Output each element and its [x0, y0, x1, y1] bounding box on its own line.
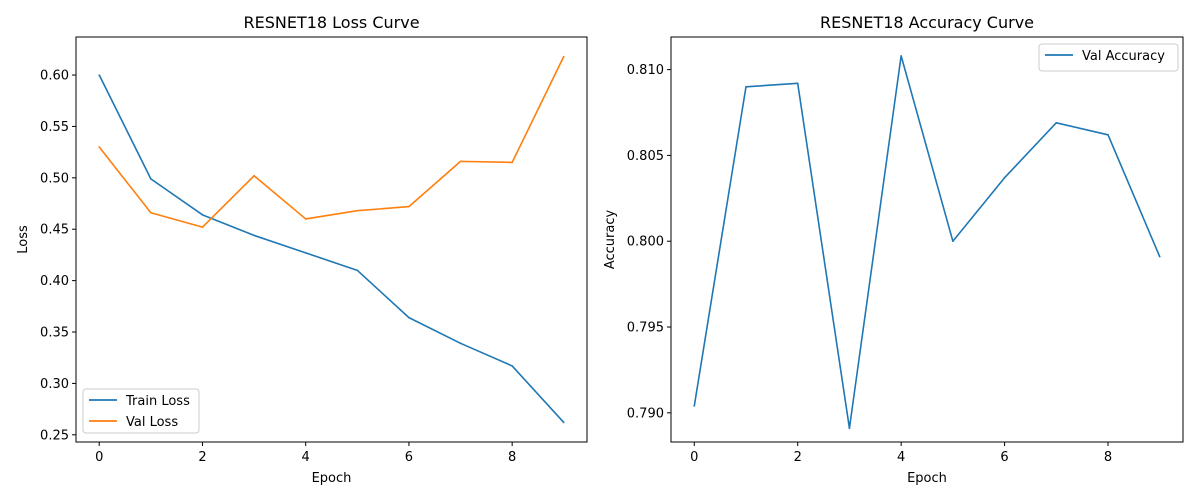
data-point — [796, 82, 799, 85]
legend: Val Accuracy — [1038, 43, 1179, 72]
data-point — [459, 160, 462, 163]
x-axis-label: Epoch — [312, 471, 352, 486]
y-axis-label: Accuracy — [603, 210, 618, 270]
y-tick-label: 0.805 — [627, 149, 664, 164]
data-point — [952, 240, 954, 243]
y-tick-label: 0.50 — [40, 171, 69, 186]
data-point — [304, 252, 307, 254]
data-point — [98, 146, 101, 148]
data-point — [253, 174, 255, 177]
data-point — [1107, 134, 1109, 136]
data-point — [98, 74, 101, 76]
y-tick-label: 0.810 — [627, 63, 664, 78]
data-point — [201, 214, 204, 216]
y-tick-label: 0.45 — [40, 223, 69, 238]
y-tick-label: 0.25 — [40, 428, 69, 443]
data-point — [408, 205, 410, 208]
y-tick-label: 0.40 — [40, 274, 69, 289]
x-tick-label: 6 — [1000, 450, 1008, 465]
data-point — [150, 178, 152, 180]
chart-title: RESNET18 Loss Curve — [243, 13, 419, 32]
legend-box — [1038, 43, 1179, 72]
x-tick-label: 6 — [405, 450, 413, 465]
legend: Train Loss Val Loss — [82, 388, 200, 434]
data-point — [253, 234, 255, 237]
legend-label: Train Loss — [125, 394, 190, 409]
y-tick-label: 0.30 — [40, 377, 69, 392]
y-tick-label: 0.35 — [40, 326, 69, 341]
data-point — [693, 405, 696, 407]
series-line-train-loss — [98, 74, 565, 424]
data-point — [356, 269, 359, 272]
data-point — [848, 427, 851, 430]
y-tick-label: 0.60 — [40, 69, 69, 84]
x-tick-label: 4 — [302, 450, 310, 465]
x-tick-label: 0 — [690, 450, 698, 465]
legend-label: Val Accuracy — [1082, 49, 1165, 64]
chart-title: RESNET18 Accuracy Curve — [820, 13, 1034, 32]
data-point — [562, 421, 565, 424]
plot-frame — [670, 36, 1184, 443]
plot-frame — [75, 36, 588, 443]
series-line-val-accuracy — [693, 55, 1161, 430]
y-tick-label: 0.55 — [40, 120, 69, 135]
data-point — [511, 365, 513, 367]
data-point — [562, 55, 565, 58]
legend-label: Val Loss — [126, 415, 178, 430]
data-point — [900, 55, 902, 57]
data-point — [1158, 255, 1161, 258]
x-tick-label: 8 — [1104, 450, 1112, 465]
series-line-val-loss — [98, 56, 565, 228]
data-point — [408, 316, 410, 319]
x-tick-label: 4 — [897, 450, 905, 465]
x-tick-label: 2 — [198, 450, 206, 465]
data-point — [356, 209, 359, 212]
data-point — [150, 211, 152, 214]
data-point — [304, 218, 307, 220]
data-point — [511, 161, 513, 164]
data-point — [1055, 122, 1058, 124]
x-tick-label: 2 — [794, 450, 802, 465]
y-axis-label: Loss — [16, 225, 31, 254]
chart-accuracy: RESNET18 Accuracy Curve 0 2 4 6 8 0.790 0.795 0.… — [603, 13, 1184, 486]
y-tick-label: 0.790 — [627, 406, 664, 421]
y-tick-label: 0.800 — [627, 235, 664, 250]
data-point — [745, 85, 747, 88]
x-axis-label: Epoch — [907, 471, 947, 486]
data-point — [459, 342, 462, 345]
x-tick-label: 0 — [95, 450, 103, 465]
y-tick-label: 0.795 — [627, 321, 664, 336]
chart-loss: RESNET18 Loss Curve 0 2 4 6 8 0.25 0.30 0.35 0.40… — [16, 13, 588, 486]
x-tick-label: 8 — [508, 450, 516, 465]
data-point — [201, 226, 204, 228]
data-point — [1003, 176, 1006, 179]
